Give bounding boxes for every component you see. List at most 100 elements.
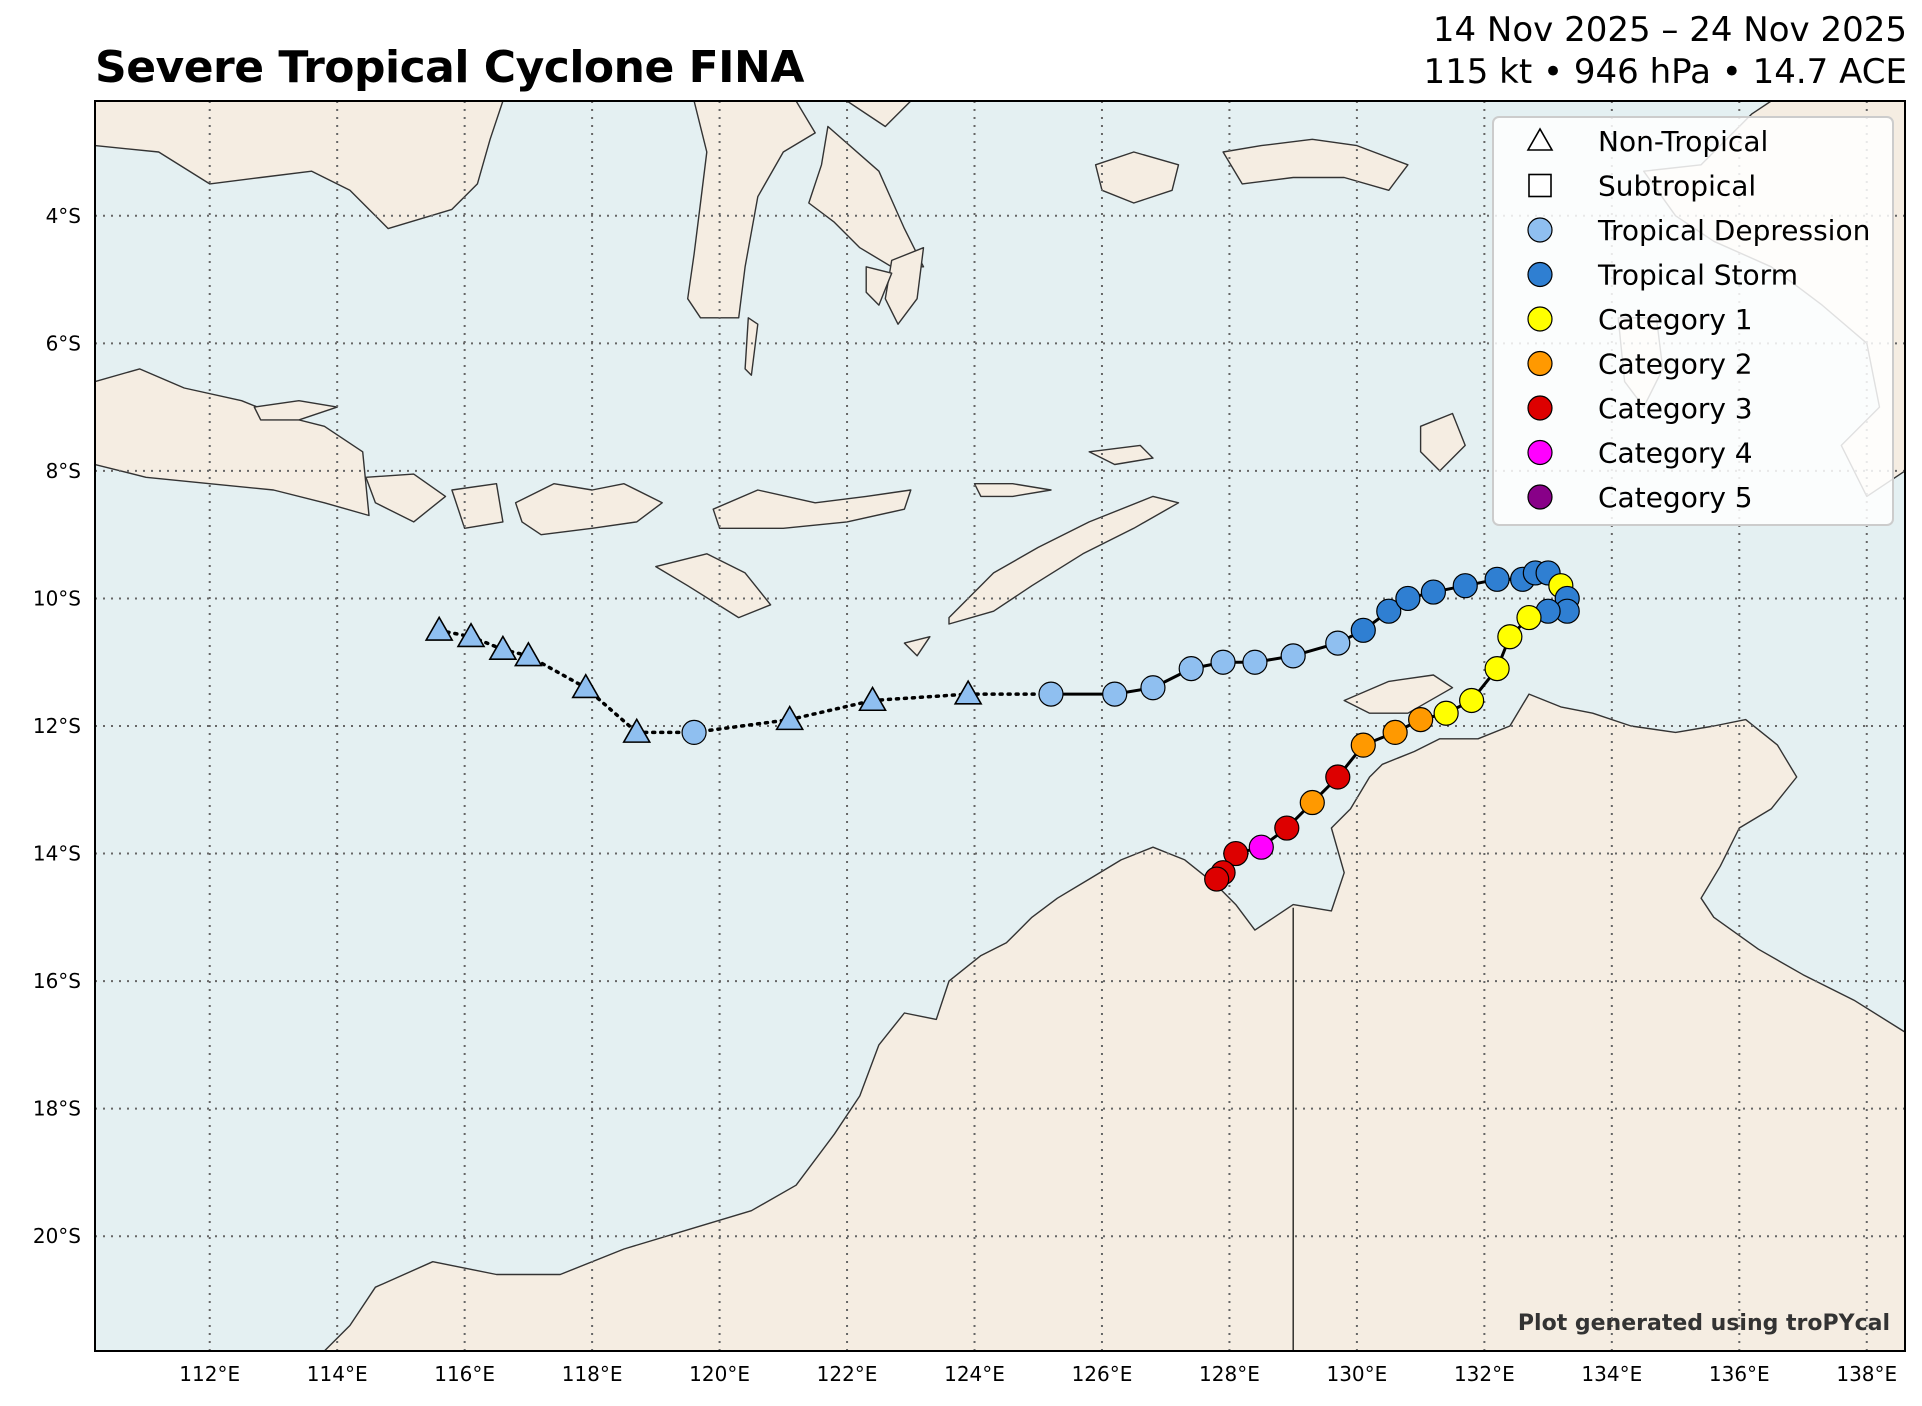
land-sulawesi-se (808, 125, 925, 268)
land-sulawesi-e (846, 101, 912, 128)
legend-label: Category 2 (1598, 348, 1753, 381)
map-title: Severe Tropical Cyclone FINA (95, 42, 804, 93)
lon-tick-label: 114°E (307, 1362, 368, 1386)
track-point (1274, 815, 1300, 841)
track-point (1140, 675, 1166, 701)
track-point (1433, 700, 1459, 726)
land-sumbawa (514, 483, 663, 536)
track-point (1420, 579, 1446, 605)
date-range: 14 Nov 2025 – 24 Nov 2025 (1432, 10, 1907, 50)
lon-tick-label: 118°E (562, 1362, 623, 1386)
track-point-nontropical (775, 705, 805, 731)
track-point (1248, 834, 1274, 860)
track-segment (787, 698, 875, 722)
lon-tick-label: 124°E (944, 1362, 1005, 1386)
track-point (1299, 789, 1325, 816)
lat-tick-label: 18°S (33, 1097, 81, 1121)
land-timor (948, 495, 1180, 625)
legend-label: Subtropical (1598, 170, 1756, 203)
legend-marker-circle (1527, 217, 1553, 243)
track-segment (469, 634, 505, 652)
track-point (1452, 573, 1478, 599)
axis-ticks: 112°E 114°E 116°E 118°E 120°E 122°E 124°E 126°E… (33, 204, 1897, 1386)
map-frame (94, 100, 1906, 1352)
track-point (1382, 719, 1408, 745)
land-wetar (1088, 444, 1154, 466)
track-point (1325, 764, 1351, 790)
track-point (1178, 656, 1204, 682)
legend-marker-circle (1527, 261, 1553, 288)
track-point (1102, 681, 1128, 707)
legend-label: Category 3 (1598, 392, 1753, 425)
track-point-nontropical (953, 679, 983, 705)
track-point (1223, 840, 1249, 867)
lat-tick-label: 14°S (33, 842, 81, 866)
legend-label: Tropical Depression (1597, 214, 1870, 247)
lon-tick-label: 138°E (1836, 1362, 1897, 1386)
legend-marker-circle (1527, 306, 1553, 332)
gridlines (95, 101, 1905, 1351)
lon-tick-label: 120°E (689, 1362, 750, 1386)
track-point (1038, 681, 1064, 707)
storm-track (424, 560, 1580, 892)
track-point (1376, 598, 1402, 624)
legend-marker-circle (1527, 439, 1553, 466)
land-flores (712, 489, 912, 529)
track-point (1280, 643, 1306, 669)
track-point (681, 719, 707, 745)
legend-box (1492, 116, 1894, 526)
legend-label: Category 1 (1598, 303, 1753, 336)
track-point (1325, 630, 1351, 656)
land-madura (253, 400, 338, 421)
lat-tick-label: 20°S (33, 1224, 81, 1248)
track-point (1204, 866, 1230, 892)
track-point (1350, 732, 1376, 758)
track-point (1350, 617, 1376, 643)
legend: Non-Tropical Subtropical Tropical Depressi… (1492, 116, 1894, 526)
track-point (1242, 649, 1268, 675)
lon-tick-label: 130°E (1326, 1362, 1387, 1386)
storm-stats: 115 kt • 946 hPa • 14.7 ACE (1423, 52, 1907, 92)
track-point-nontropical (424, 615, 454, 641)
land-selayar (744, 317, 759, 376)
lat-tick-label: 12°S (33, 714, 81, 738)
land-sumba (655, 553, 772, 619)
lat-tick-label: 4°S (46, 204, 81, 228)
legend-marker-circle (1527, 350, 1553, 377)
track-point (1497, 624, 1523, 650)
legend-label: Category 5 (1598, 481, 1753, 514)
legend-marker-circle (1527, 395, 1553, 421)
land-tanimbar (1419, 412, 1466, 472)
lon-tick-label: 134°E (1581, 1362, 1642, 1386)
track-point (1395, 585, 1421, 612)
track-point-nontropical (571, 673, 601, 699)
lon-tick-label: 128°E (1199, 1362, 1260, 1386)
lon-tick-label: 136°E (1709, 1362, 1770, 1386)
legend-marker-circle (1527, 484, 1553, 510)
legend-label: Non-Tropical (1598, 125, 1768, 158)
track-point (1408, 707, 1434, 733)
track-segment (692, 717, 792, 735)
credit-text: Plot generated using troPYcal (1518, 1311, 1890, 1336)
track-point-nontropical (622, 717, 652, 743)
track-point-nontropical (514, 641, 543, 667)
track-point (1459, 687, 1485, 714)
land-melville (1343, 674, 1454, 714)
lon-tick-label: 122°E (817, 1362, 878, 1386)
track-segment (870, 692, 970, 703)
lon-tick-label: 116°E (434, 1362, 495, 1386)
legend-marker-triangle (1526, 127, 1554, 151)
lon-tick-label: 112°E (179, 1362, 240, 1386)
land-java (95, 368, 370, 517)
lon-tick-label: 132°E (1454, 1362, 1515, 1386)
land-muna (865, 266, 893, 306)
land-borneo (95, 101, 504, 230)
legend-marker-square (1528, 173, 1552, 198)
legend-label: Tropical Storm (1597, 259, 1798, 292)
land-australia (95, 693, 1905, 1351)
track-point (1484, 566, 1510, 592)
lat-tick-label: 8°S (46, 459, 81, 483)
lon-tick-label: 126°E (1072, 1362, 1133, 1386)
track-point-nontropical (456, 622, 486, 648)
